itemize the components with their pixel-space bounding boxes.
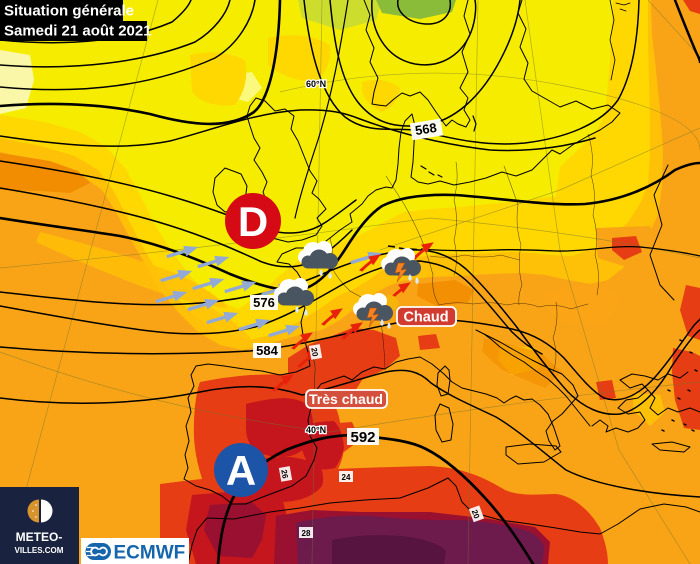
svg-text:Chaud: Chaud bbox=[403, 310, 448, 326]
svg-text:24: 24 bbox=[342, 473, 351, 482]
svg-text:40°N: 40°N bbox=[306, 425, 326, 435]
svg-text:METEO-: METEO- bbox=[16, 530, 63, 544]
svg-text:A: A bbox=[226, 447, 256, 494]
svg-text:Samedi 21 août 2021: Samedi 21 août 2021 bbox=[4, 23, 152, 40]
svg-text:568: 568 bbox=[414, 120, 438, 138]
svg-text:D: D bbox=[238, 198, 268, 245]
svg-text:ECMWF: ECMWF bbox=[114, 543, 186, 564]
svg-text:584: 584 bbox=[256, 343, 278, 358]
svg-text:Très chaud: Très chaud bbox=[309, 391, 383, 407]
svg-text:VILLES.COM: VILLES.COM bbox=[15, 546, 64, 555]
svg-text:26: 26 bbox=[279, 469, 290, 480]
svg-text:592: 592 bbox=[350, 429, 375, 446]
svg-text:28: 28 bbox=[302, 529, 311, 538]
svg-text:20: 20 bbox=[309, 347, 320, 358]
svg-text:576: 576 bbox=[253, 295, 275, 310]
svg-text:60°N: 60°N bbox=[306, 79, 326, 89]
svg-text:Situation générale: Situation générale bbox=[4, 3, 134, 20]
svg-text:20: 20 bbox=[470, 508, 482, 520]
